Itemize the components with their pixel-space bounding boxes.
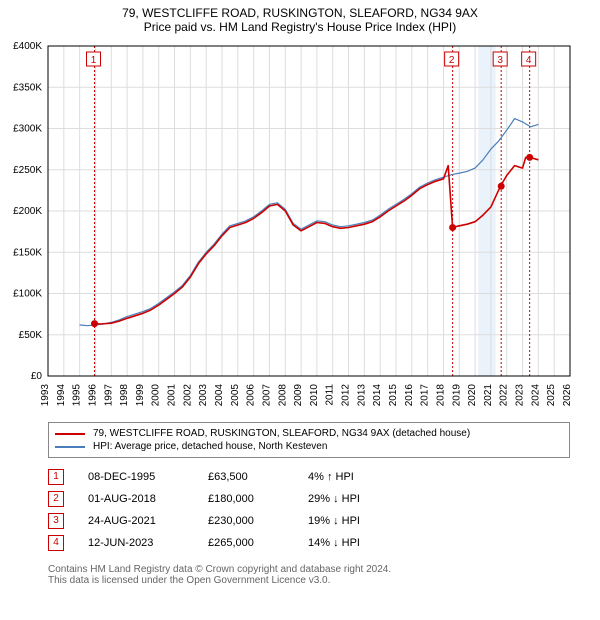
svg-text:1996: 1996	[87, 384, 98, 407]
svg-text:2002: 2002	[182, 384, 193, 407]
svg-text:2001: 2001	[167, 384, 178, 407]
footer-line2: This data is licensed under the Open Gov…	[48, 575, 600, 586]
svg-text:£100K: £100K	[13, 289, 42, 300]
footer: Contains HM Land Registry data © Crown c…	[48, 564, 600, 586]
transaction-index: 3	[48, 513, 64, 529]
transaction-row: 3 24-AUG-2021£230,00019% ↓ HPI	[48, 510, 600, 532]
svg-text:1997: 1997	[103, 384, 114, 407]
svg-text:£350K: £350K	[13, 82, 42, 93]
chart-container: 79, WESTCLIFFE ROAD, RUSKINGTON, SLEAFOR…	[0, 0, 600, 620]
legend-item: 79, WESTCLIFFE ROAD, RUSKINGTON, SLEAFOR…	[55, 427, 563, 440]
transaction-row: 2 01-AUG-2018£180,00029% ↓ HPI	[48, 488, 600, 510]
svg-text:2024: 2024	[530, 384, 541, 407]
svg-text:2026: 2026	[562, 384, 573, 407]
svg-text:1994: 1994	[56, 384, 67, 407]
transaction-pct: 19% ↓ HPI	[308, 515, 408, 527]
svg-text:2025: 2025	[546, 384, 557, 407]
svg-text:2010: 2010	[309, 384, 320, 407]
svg-text:1995: 1995	[72, 384, 83, 407]
legend-label: 79, WESTCLIFFE ROAD, RUSKINGTON, SLEAFOR…	[93, 428, 470, 439]
svg-text:2018: 2018	[435, 384, 446, 407]
transaction-price: £230,000	[208, 515, 308, 527]
svg-text:£300K: £300K	[13, 124, 42, 135]
svg-text:2004: 2004	[214, 384, 225, 407]
svg-text:2012: 2012	[341, 384, 352, 407]
transaction-pct: 29% ↓ HPI	[308, 493, 408, 505]
chart-svg: £0 £50K £100K £150K £200K £250K £300K £350K £400…	[0, 36, 600, 416]
svg-text:2019: 2019	[451, 384, 462, 407]
transaction-date: 01-AUG-2018	[88, 493, 208, 505]
svg-text:2008: 2008	[277, 384, 288, 407]
legend-label: HPI: Average price, detached house, Nort…	[93, 441, 327, 452]
legend-box: 79, WESTCLIFFE ROAD, RUSKINGTON, SLEAFOR…	[48, 422, 570, 458]
svg-text:£250K: £250K	[13, 165, 42, 176]
transaction-row: 4 12-JUN-2023£265,00014% ↓ HPI	[48, 532, 600, 554]
footer-line1: Contains HM Land Registry data © Crown c…	[48, 564, 600, 575]
svg-text:1998: 1998	[119, 384, 130, 407]
svg-text:3: 3	[497, 55, 503, 66]
svg-text:2021: 2021	[483, 384, 494, 407]
chart-area: £0 £50K £100K £150K £200K £250K £300K £350K £400…	[0, 36, 600, 416]
svg-text:1993: 1993	[40, 384, 51, 407]
svg-text:2017: 2017	[420, 384, 431, 407]
chart-subtitle: Price paid vs. HM Land Registry's House …	[0, 20, 600, 34]
svg-text:1: 1	[91, 55, 97, 66]
transaction-row: 1 08-DEC-1995£63,5004% ↑ HPI	[48, 466, 600, 488]
transaction-price: £63,500	[208, 471, 308, 483]
svg-text:2003: 2003	[198, 384, 209, 407]
chart-title: 79, WESTCLIFFE ROAD, RUSKINGTON, SLEAFOR…	[0, 6, 600, 20]
svg-text:£0: £0	[31, 371, 43, 382]
transaction-price: £180,000	[208, 493, 308, 505]
svg-text:2006: 2006	[246, 384, 257, 407]
svg-text:2014: 2014	[372, 384, 383, 407]
svg-text:£400K: £400K	[13, 41, 42, 52]
svg-text:2000: 2000	[151, 384, 162, 407]
transaction-date: 24-AUG-2021	[88, 515, 208, 527]
svg-text:2016: 2016	[404, 384, 415, 407]
title-block: 79, WESTCLIFFE ROAD, RUSKINGTON, SLEAFOR…	[0, 0, 600, 36]
svg-text:2013: 2013	[356, 384, 367, 407]
svg-text:2015: 2015	[388, 384, 399, 407]
svg-text:2: 2	[449, 55, 455, 66]
legend-swatch	[55, 446, 85, 448]
transaction-date: 12-JUN-2023	[88, 537, 208, 549]
transaction-date: 08-DEC-1995	[88, 471, 208, 483]
svg-text:2005: 2005	[230, 384, 241, 407]
svg-text:2007: 2007	[261, 384, 272, 407]
svg-text:1999: 1999	[135, 384, 146, 407]
svg-text:£50K: £50K	[19, 330, 43, 341]
transaction-price: £265,000	[208, 537, 308, 549]
svg-text:2020: 2020	[467, 384, 478, 407]
transaction-pct: 14% ↓ HPI	[308, 537, 408, 549]
svg-text:£200K: £200K	[13, 206, 42, 217]
svg-text:£150K: £150K	[13, 247, 42, 258]
transactions-table: 108-DEC-1995£63,5004% ↑ HPI201-AUG-2018£…	[48, 466, 600, 554]
transaction-index: 2	[48, 491, 64, 507]
transaction-index: 1	[48, 469, 64, 485]
transaction-pct: 4% ↑ HPI	[308, 471, 408, 483]
legend-item: HPI: Average price, detached house, Nort…	[55, 440, 563, 453]
legend-swatch	[55, 433, 85, 435]
svg-text:2011: 2011	[325, 384, 336, 406]
svg-text:2022: 2022	[499, 384, 510, 407]
transaction-index: 4	[48, 535, 64, 551]
svg-text:4: 4	[526, 55, 532, 66]
svg-text:2023: 2023	[515, 384, 526, 407]
svg-text:2009: 2009	[293, 384, 304, 407]
